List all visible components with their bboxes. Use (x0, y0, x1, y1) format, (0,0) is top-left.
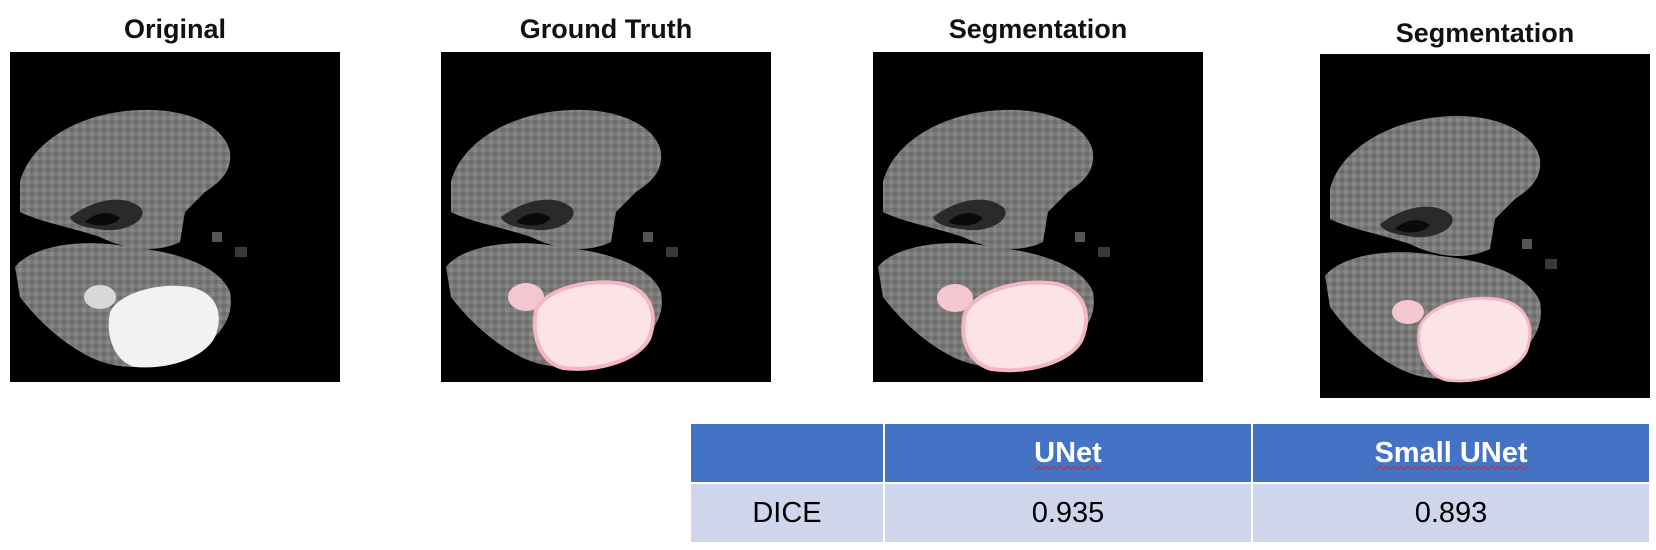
panel-original: Original (10, 8, 340, 388)
panel-title: Segmentation (1395, 18, 1575, 48)
mri-scan-image (873, 52, 1203, 382)
table-header-row: UNet Small UNet (689, 422, 1651, 484)
results-table: UNet Small UNet DICE 0.935 0.893 (689, 422, 1651, 544)
header-cell-empty (689, 422, 885, 484)
panel-segmentation-small-unet: Segmentation (1320, 8, 1650, 398)
header-label: Small UNet (1374, 436, 1528, 469)
panel-title: Ground Truth (519, 14, 693, 44)
mri-scan-image (441, 52, 771, 382)
panel-segmentation-unet: Segmentation (873, 8, 1203, 388)
row-label: DICE (689, 482, 885, 544)
brain-mri-graphic (15, 109, 247, 368)
panel-title: Original (123, 14, 226, 44)
brain-mri-graphic (1325, 115, 1557, 383)
mri-scan-image (1320, 54, 1650, 398)
header-cell-unet: UNet (883, 422, 1253, 484)
brain-mri-graphic (878, 109, 1110, 373)
header-label: UNet (1034, 436, 1102, 469)
cell-value-unet: 0.935 (883, 482, 1253, 544)
table-row: DICE 0.935 0.893 (689, 482, 1651, 544)
brain-mri-graphic (446, 109, 678, 371)
header-cell-small-unet: Small UNet (1251, 422, 1651, 484)
panel-ground-truth: Ground Truth (441, 8, 771, 388)
panel-title: Segmentation (948, 14, 1128, 44)
cell-value-small-unet: 0.893 (1251, 482, 1651, 544)
mri-scan-image (10, 52, 340, 382)
